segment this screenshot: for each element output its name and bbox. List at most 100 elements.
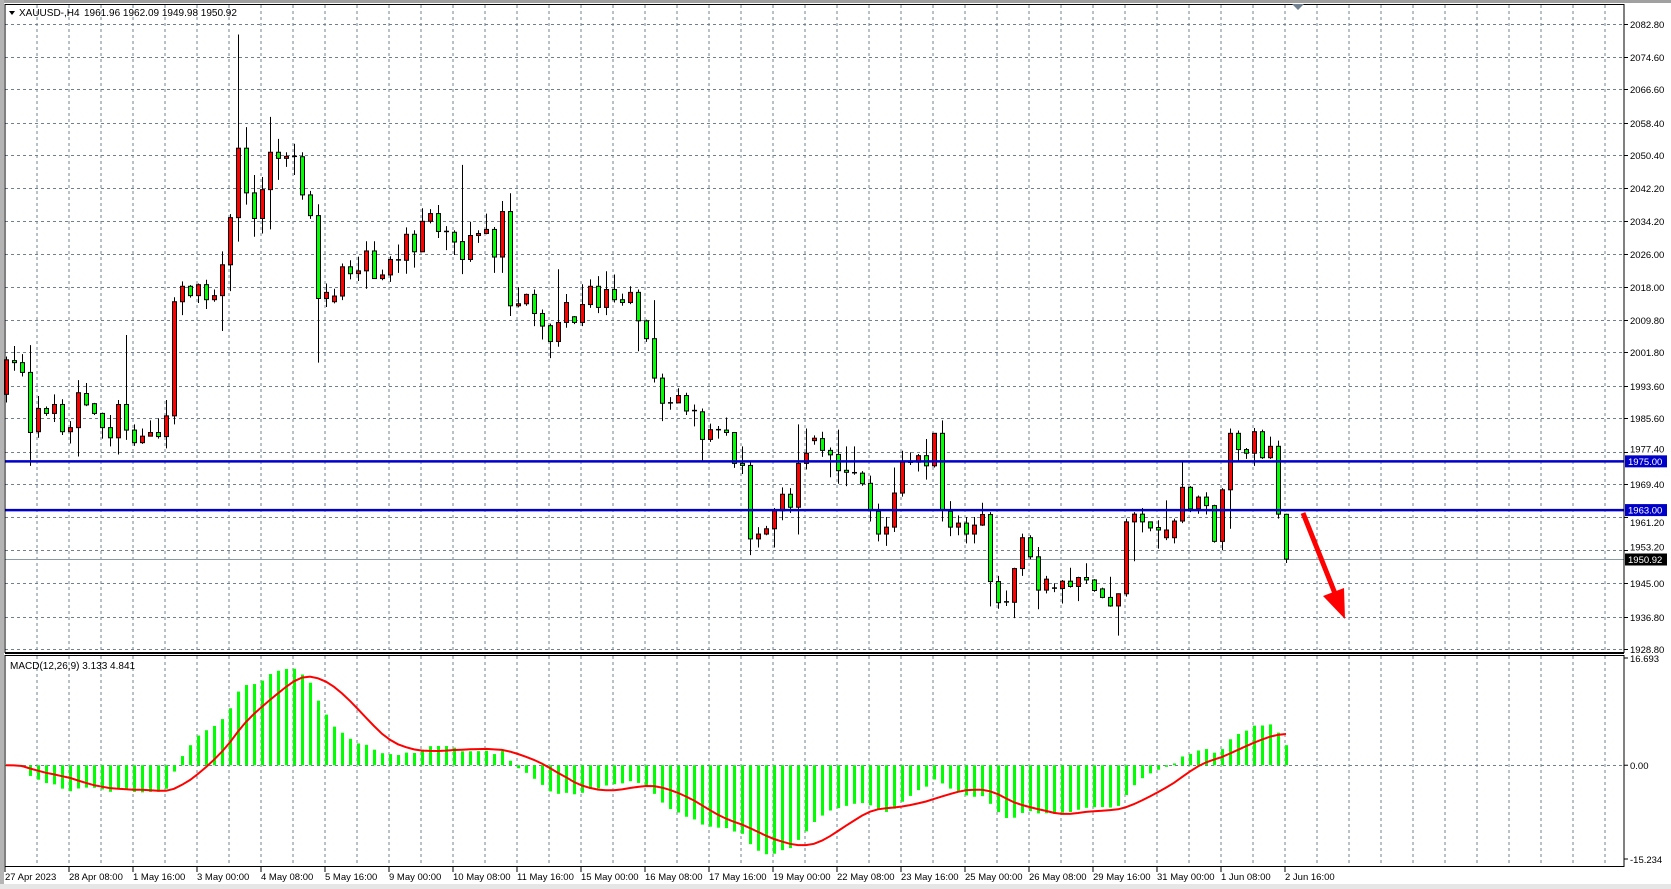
candle-body <box>988 514 993 583</box>
candle <box>644 319 649 342</box>
macd-histogram-bar <box>1125 765 1128 796</box>
macd-histogram-bar <box>221 719 224 766</box>
candle <box>556 269 561 347</box>
macd-histogram-bar <box>37 765 40 780</box>
macd-histogram-bar <box>789 765 792 849</box>
candle <box>1164 500 1169 541</box>
macd-histogram-bar <box>341 732 344 766</box>
candle-body <box>436 213 441 232</box>
macd-histogram-bar <box>493 754 496 766</box>
candle <box>284 152 289 167</box>
macd-histogram-bar <box>693 765 696 820</box>
candle <box>388 256 393 282</box>
candle-body <box>500 211 505 258</box>
candle-body <box>284 155 289 159</box>
time-tick-label: 4 May 08:00 <box>261 872 313 883</box>
price-tick-label: 2018.00 <box>1630 283 1664 294</box>
candle <box>1052 583 1057 593</box>
macd-histogram-bar <box>29 765 32 776</box>
candle <box>796 424 801 535</box>
macd-histogram-bar <box>461 751 464 766</box>
macd-histogram-bar <box>1269 724 1272 766</box>
candle-body <box>220 264 225 297</box>
macd-histogram-bar <box>541 765 544 785</box>
macd-histogram-bar <box>573 765 576 795</box>
macd-histogram-bar <box>589 765 592 790</box>
candle <box>596 276 601 314</box>
candle <box>500 200 505 273</box>
macd-histogram-bar <box>677 765 680 813</box>
time-tick-label: 15 May 00:00 <box>581 872 639 883</box>
candle-body <box>452 231 457 243</box>
candle <box>20 354 25 377</box>
candle <box>228 213 233 292</box>
candle <box>988 512 993 607</box>
candle <box>12 345 17 371</box>
triangle-down-icon[interactable] <box>9 11 15 15</box>
macd-histogram-bar <box>621 765 624 784</box>
candle-body <box>636 291 641 322</box>
macd-histogram-bar <box>405 752 408 766</box>
candle <box>484 213 489 235</box>
candle <box>700 408 705 461</box>
candle <box>436 205 441 238</box>
macd-histogram-bar <box>1165 765 1168 767</box>
candle-body <box>612 289 617 301</box>
candle <box>1092 579 1097 592</box>
candle-body <box>420 220 425 253</box>
candle-body <box>1108 596 1113 607</box>
macd-histogram-bar <box>909 765 912 796</box>
candle-body <box>52 403 57 414</box>
candle <box>156 418 161 439</box>
down-arrow-icon[interactable] <box>1300 512 1345 619</box>
candle <box>188 285 193 298</box>
candle-body <box>1060 580 1065 589</box>
macd-histogram-bar <box>237 691 240 766</box>
candle-body <box>684 395 689 412</box>
candle-body <box>964 522 969 535</box>
time-tick-label: 9 May 00:00 <box>389 872 441 883</box>
candle <box>36 395 41 438</box>
macd-histogram-bar <box>1205 749 1208 766</box>
macd-histogram-bar <box>965 765 968 796</box>
macd-histogram-bar <box>845 765 848 806</box>
candle-body <box>228 217 233 266</box>
macd-histogram-bar <box>373 749 376 766</box>
time-tick-label: 3 May 00:00 <box>197 872 249 883</box>
horizontal-levels[interactable]: 1975.00 1963.00 1950.92 <box>5 455 1667 566</box>
macd-histogram-bar <box>1037 765 1040 814</box>
candle-body <box>364 250 369 272</box>
macd-histogram-bar <box>149 765 152 792</box>
candle-body <box>756 533 761 540</box>
price-tick-label: 1993.60 <box>1630 382 1664 393</box>
macd-histogram-bar <box>981 765 984 797</box>
candle <box>1076 576 1081 602</box>
time-tick-label: 31 May 00:00 <box>1157 872 1215 883</box>
macd-histogram-bar <box>1101 765 1104 808</box>
candle-body <box>1204 496 1209 507</box>
macd-histogram-bar <box>421 749 424 766</box>
candle <box>236 34 241 242</box>
macd-histogram-bar <box>1149 765 1152 774</box>
macd-histogram-bar <box>1197 750 1200 766</box>
candle-body <box>1212 505 1217 542</box>
candle <box>276 138 281 180</box>
macd-histogram-bar <box>973 765 976 797</box>
macd-histogram-bar <box>1109 765 1112 808</box>
macd-histogram-bar <box>637 765 640 783</box>
candle <box>756 527 761 548</box>
candle-body <box>1116 593 1121 607</box>
candle <box>332 288 337 304</box>
chart-shift-marker-icon[interactable] <box>1292 4 1304 10</box>
level-price-label: 1975.00 <box>1628 457 1662 468</box>
candle-body <box>12 360 17 364</box>
candle <box>124 335 129 440</box>
candle <box>620 293 625 306</box>
price-tick-label: 2026.00 <box>1630 250 1664 261</box>
candle-body <box>340 266 345 297</box>
candle-body <box>900 461 905 494</box>
candle <box>492 226 497 273</box>
candle <box>636 289 641 352</box>
macd-histogram-bar <box>725 765 728 829</box>
